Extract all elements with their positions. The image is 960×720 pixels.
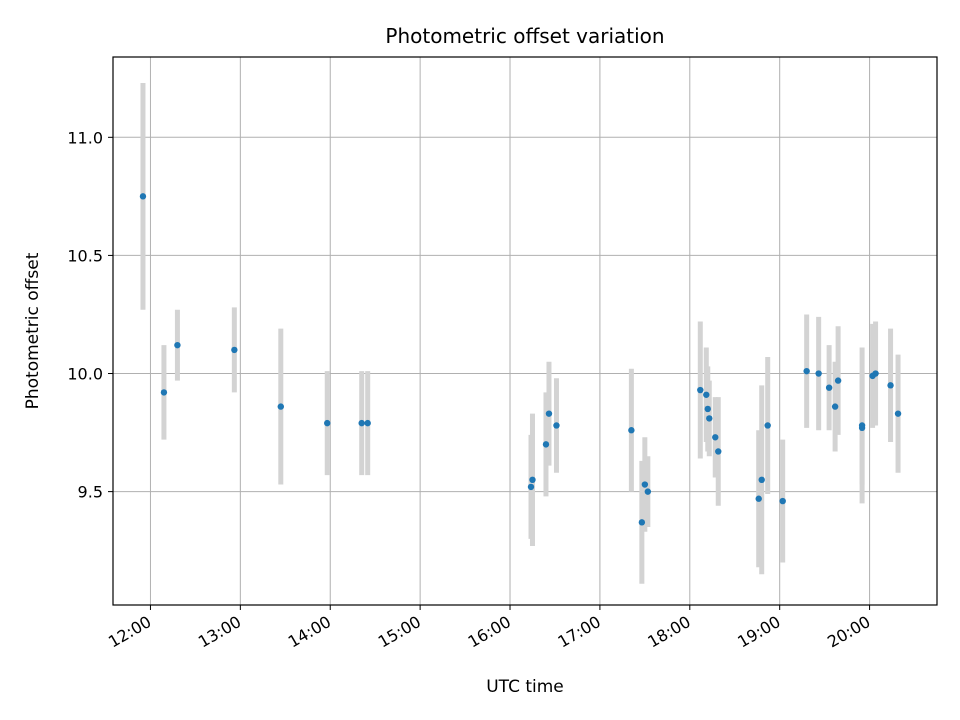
data-point <box>825 384 833 391</box>
data-point <box>764 422 771 429</box>
data-point <box>139 193 147 200</box>
grid <box>113 57 937 605</box>
data-point <box>644 488 652 495</box>
data-point <box>529 476 536 484</box>
y-tick-label: 10.5 <box>67 246 103 265</box>
x-axis-ticks: 12:00 13:00 14:00 15:00 16:00 17:00 18:00 19:00… <box>105 605 874 652</box>
data-point <box>638 519 646 526</box>
y-tick-label: 9.5 <box>78 483 103 502</box>
data-point <box>706 415 713 422</box>
x-tick-label: 17:00 <box>554 612 603 652</box>
data-point <box>364 419 371 427</box>
data-point <box>712 434 719 441</box>
chart-title: Photometric offset variation <box>385 24 664 48</box>
data-point <box>160 389 168 396</box>
data-point <box>815 370 822 377</box>
y-axis-ticks: 9.5 10.0 10.5 11.0 <box>67 128 113 502</box>
data-point <box>542 441 550 448</box>
x-tick-label: 20:00 <box>824 612 873 652</box>
data-point <box>894 410 902 417</box>
data-point <box>755 495 762 502</box>
data-point <box>545 410 553 417</box>
data-point <box>779 497 786 505</box>
data-point <box>628 427 635 434</box>
data-point <box>703 391 710 398</box>
data-point <box>715 448 722 455</box>
data-point <box>553 422 560 429</box>
data-point <box>174 341 181 349</box>
x-axis-label: UTC time <box>486 677 564 697</box>
data-point <box>803 367 810 375</box>
y-tick-label: 10.0 <box>67 365 103 384</box>
x-tick-label: 15:00 <box>375 612 424 652</box>
y-tick-label: 11.0 <box>67 128 103 147</box>
data-point <box>697 386 704 394</box>
data-point <box>704 405 711 413</box>
data-point <box>834 377 842 384</box>
data-point <box>527 483 535 491</box>
data-point <box>831 403 839 410</box>
data-point <box>358 419 365 427</box>
data-point <box>887 382 894 389</box>
x-tick-label: 18:00 <box>644 612 693 652</box>
plot-frame <box>112 56 938 606</box>
data-point <box>758 476 765 484</box>
data-point <box>324 419 331 427</box>
x-tick-label: 16:00 <box>465 612 514 652</box>
data-point <box>277 403 284 410</box>
data-points <box>139 193 902 526</box>
data-point <box>231 346 238 354</box>
data-point <box>872 370 879 377</box>
x-tick-label: 14:00 <box>285 612 334 652</box>
data-point <box>641 481 649 488</box>
x-tick-label: 12:00 <box>105 612 154 652</box>
errorbars <box>140 82 901 584</box>
data-point <box>858 424 866 432</box>
y-axis-label: Photometric offset <box>23 252 43 409</box>
x-tick-label: 19:00 <box>734 612 783 652</box>
x-tick-label: 13:00 <box>195 612 244 652</box>
